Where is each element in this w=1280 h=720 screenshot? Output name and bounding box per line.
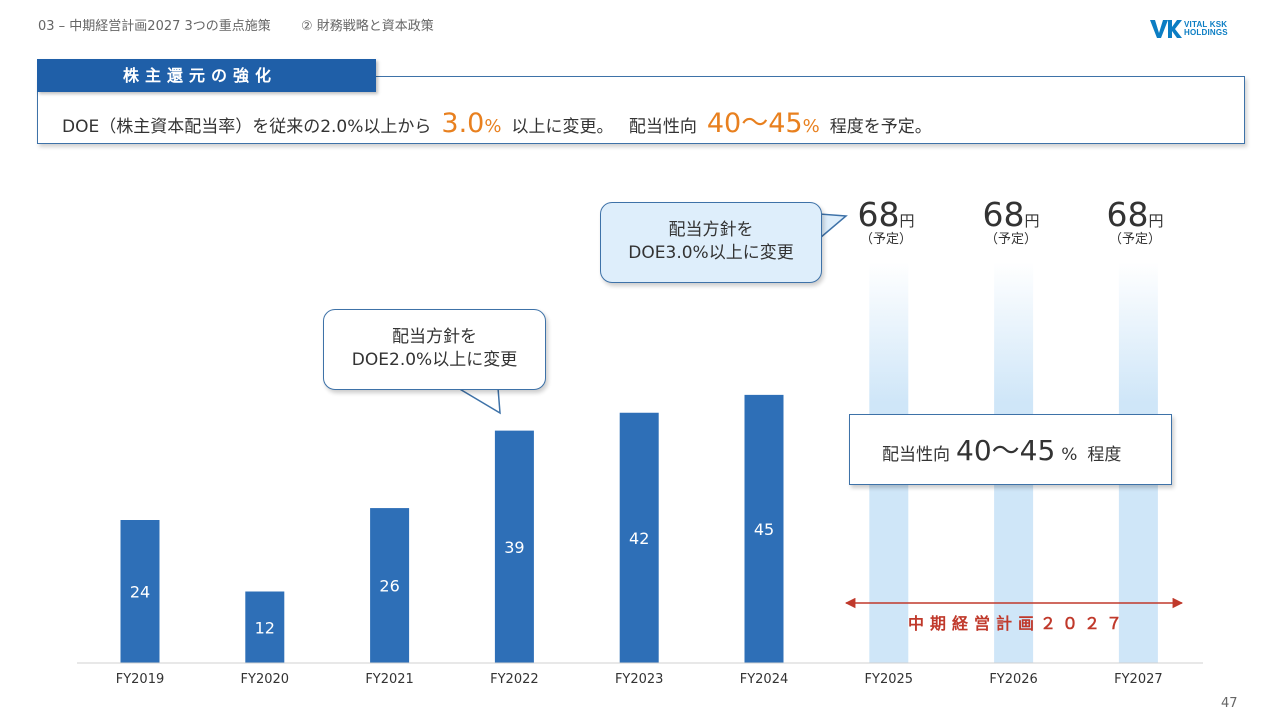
bar-value-label: 26 — [379, 577, 399, 596]
company-logo: VITAL KSK HOLDINGS — [1150, 20, 1246, 38]
x-tick-label: FY2024 — [740, 672, 789, 687]
logo-line2: HOLDINGS — [1184, 28, 1228, 37]
forecast-note: （予定） — [1108, 232, 1161, 247]
bar-fy2022 — [494, 430, 534, 663]
breadcrumb-text: 03 – 中期経営計画2027 3つの重点施策 — [38, 19, 271, 34]
policy-text-before: DOE（株主資本配当率）を従来の2.0%以上から — [62, 117, 432, 137]
x-tick-label: FY2019 — [116, 672, 165, 687]
bar-fy2024 — [744, 394, 784, 663]
logo-text: VITAL KSK HOLDINGS — [1184, 21, 1228, 37]
forecast-unit: 円 — [899, 212, 915, 230]
logo-line1: VITAL KSK — [1184, 20, 1228, 29]
policy-text-payout: 配当性向 — [628, 117, 697, 137]
forecast-amount: 68 — [1106, 195, 1149, 234]
bar-value-label: 45 — [754, 520, 774, 539]
x-tick-label: FY2027 — [1114, 672, 1163, 687]
policy-doe-value: 3.0 — [441, 108, 485, 139]
callout-doe-2-line1: 配当方針を — [392, 327, 477, 347]
bar-value-label: 24 — [130, 583, 150, 602]
forecast-amount: 68 — [857, 195, 900, 234]
callout-doe-3: 配当方針を DOE3.0%以上に変更 — [600, 202, 822, 283]
x-tick-label: FY2021 — [365, 672, 414, 687]
payout-range: 40～45 — [956, 434, 1056, 467]
policy-payout-percent: % — [802, 116, 820, 137]
forecast-unit: 円 — [1148, 212, 1164, 230]
breadcrumb-section: ② 財務戦略と資本政策 — [300, 19, 434, 34]
forecast-amount: 68 — [982, 195, 1025, 234]
x-tick-label: FY2025 — [865, 672, 914, 687]
x-tick-label: FY2022 — [490, 672, 539, 687]
x-tick-label: FY2026 — [989, 672, 1038, 687]
callout-doe-3-tail — [819, 213, 848, 240]
bar-fy2023 — [619, 412, 659, 663]
policy-statement: DOE（株主資本配当率）を従来の2.0%以上から 3.0% 以上に変更。 配当性向 4… — [62, 101, 932, 140]
forecast-unit: 円 — [1024, 212, 1040, 230]
callout-doe-3-line2: DOE3.0%以上に変更 — [628, 243, 794, 263]
bar-value-label: 42 — [629, 529, 649, 548]
callout-doe-2: 配当方針を DOE2.0%以上に変更 — [323, 309, 546, 390]
policy-text-after: 程度を予定。 — [829, 117, 932, 137]
forecast-note: （予定） — [859, 232, 912, 247]
policy-text-middle: 以上に変更。 — [511, 117, 614, 137]
bar-value-label: 39 — [504, 538, 524, 557]
bar-fy2019 — [120, 520, 160, 663]
page-number: 47 — [1221, 696, 1238, 711]
breadcrumb: 03 – 中期経営計画2027 3つの重点施策 ② 財務戦略と資本政策 — [38, 15, 434, 34]
x-tick-label: FY2023 — [615, 672, 664, 687]
bar-fy2021 — [370, 508, 410, 663]
callout-doe-2-line2: DOE2.0%以上に変更 — [351, 350, 518, 370]
midterm-plan-label: 中期経営計画２０２７ — [908, 614, 1129, 633]
bar-fy2020 — [245, 591, 285, 663]
callout-doe-2-tail — [455, 387, 501, 415]
forecast-fy2026: 68円 （予定） — [971, 198, 1051, 248]
policy-tab: 株主還元の強化 — [37, 59, 376, 92]
callout-doe-3-line1: 配当方針を — [668, 220, 754, 240]
forecast-note: （予定） — [984, 232, 1037, 247]
payout-label: 配当性向 — [882, 445, 950, 465]
forecast-fy2027: 68円 （予定） — [1095, 198, 1175, 248]
forecast-fy2025: 68円 （予定） — [846, 198, 926, 248]
bar-value-label: 12 — [255, 618, 275, 637]
payout-suffix: 程度 — [1087, 445, 1122, 465]
x-tick-label: FY2020 — [241, 672, 290, 687]
payout-percent: % — [1061, 445, 1078, 465]
policy-payout-range: 40～45 — [706, 108, 803, 139]
policy-doe-percent: % — [484, 116, 502, 137]
payout-ratio-box: 配当性向 40～45% 程度 — [849, 414, 1172, 485]
logo-mark-icon — [1150, 20, 1182, 38]
